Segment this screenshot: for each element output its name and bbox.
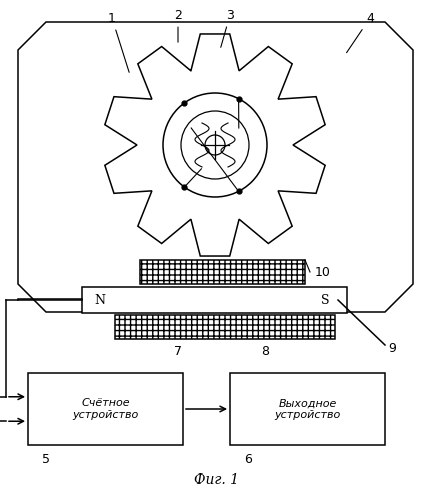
Circle shape [181, 111, 249, 179]
Bar [115, 315, 335, 339]
Text: 8: 8 [261, 345, 269, 358]
Text: Выходное
устройство: Выходное устройство [274, 398, 341, 420]
Polygon shape [105, 34, 325, 256]
Text: 9: 9 [388, 341, 396, 354]
Bar [82, 287, 347, 313]
Text: 1: 1 [108, 11, 129, 72]
Text: 3: 3 [221, 8, 234, 47]
Text: 2: 2 [174, 8, 182, 42]
Text: 6: 6 [244, 453, 252, 466]
Text: 7: 7 [174, 345, 182, 358]
Text: 4: 4 [347, 11, 374, 53]
Circle shape [163, 93, 267, 197]
Text: 5: 5 [42, 453, 50, 466]
Text: S: S [321, 293, 329, 306]
Text: Фиг. 1: Фиг. 1 [194, 473, 240, 487]
Bar [230, 373, 385, 445]
Text: N: N [95, 293, 105, 306]
Bar [140, 260, 305, 284]
Circle shape [205, 135, 225, 155]
Text: 10: 10 [315, 265, 331, 278]
Text: Счётное
устройство: Счётное устройство [72, 398, 138, 420]
Polygon shape [18, 22, 413, 312]
Bar [28, 373, 183, 445]
